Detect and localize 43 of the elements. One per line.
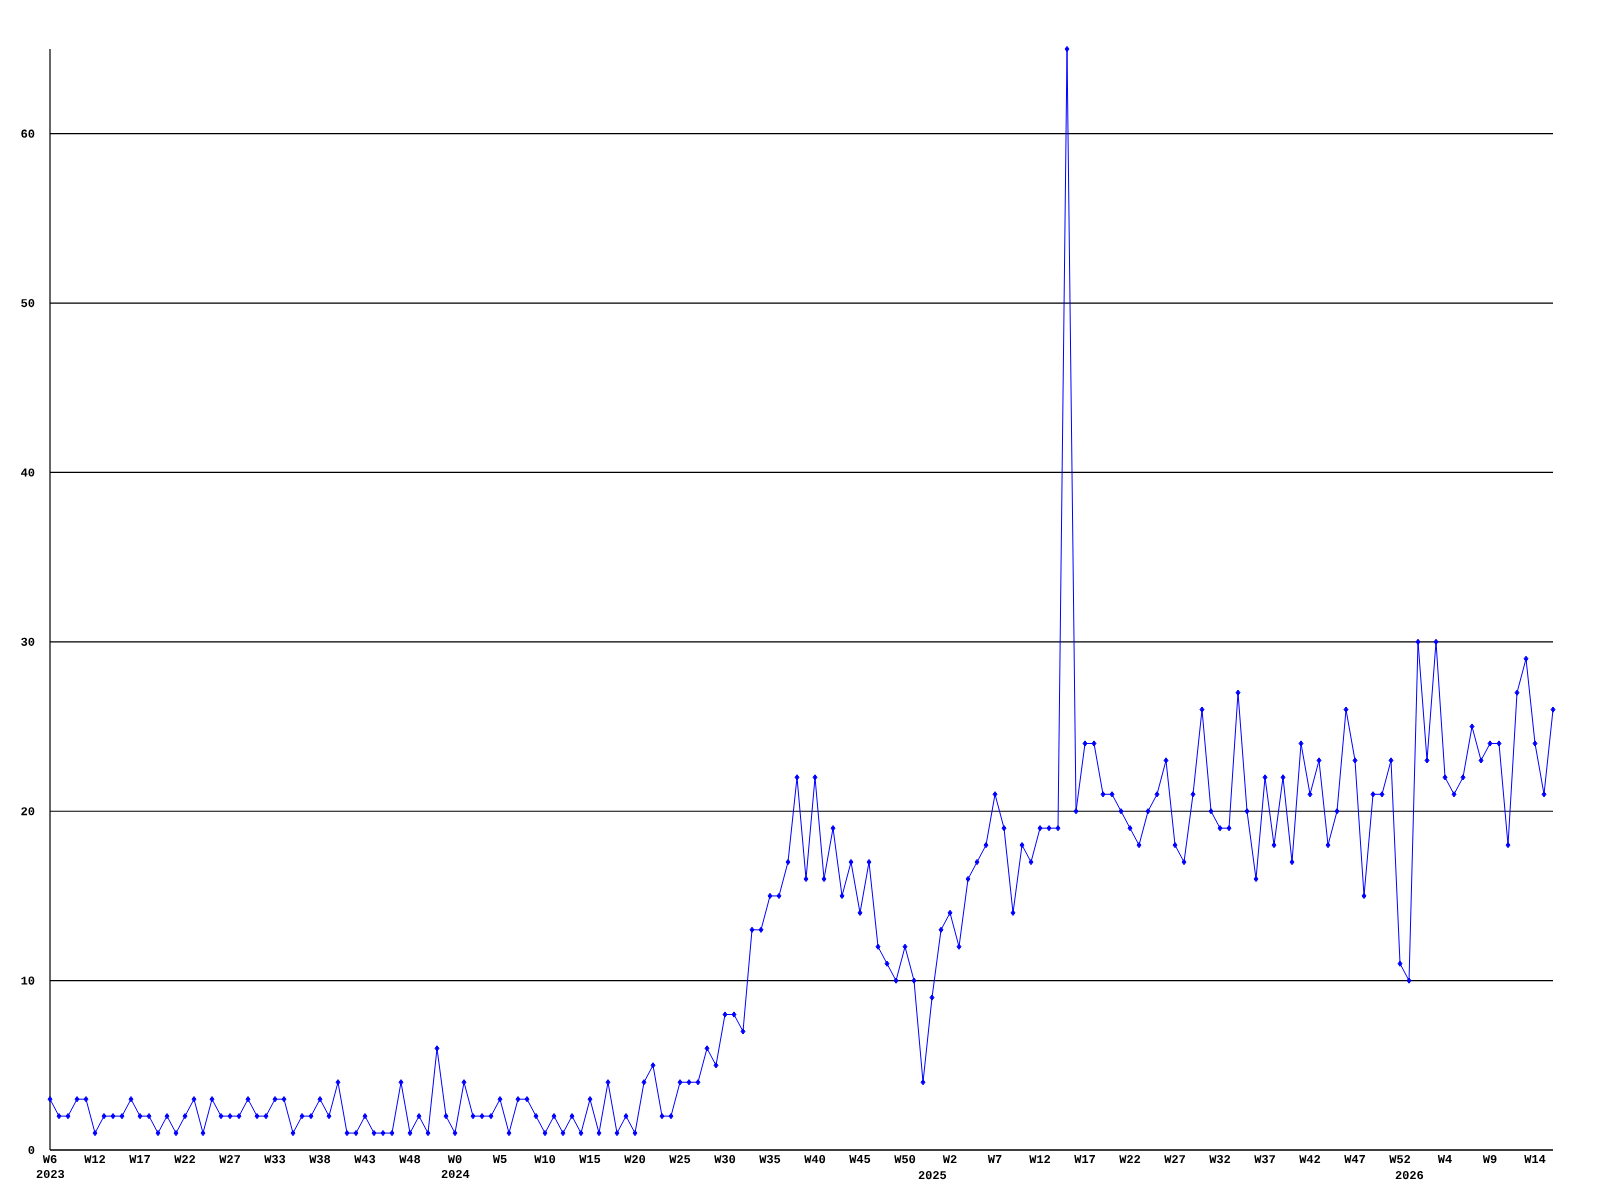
x-tick-label: W20 [624,1155,646,1164]
y-tick-label: 40 [21,468,35,477]
x-tick-label: W40 [804,1155,826,1164]
x-tick-label: W47 [1344,1155,1365,1163]
x-tick-label: W48 [399,1155,421,1164]
x-tick-label: W43 [354,1155,376,1164]
x-tick-label: W42 [1299,1155,1321,1164]
y-tick-label: 0 [28,1145,35,1155]
x-tick-label: W22 [1119,1155,1141,1164]
x-tick-label: W38 [309,1155,331,1164]
x-tick-label: W17 [129,1155,150,1163]
x-tick-label: W0 2024 [441,1155,470,1179]
x-tick-label: W4 [1437,1155,1452,1163]
x-tick-label: W14 [1524,1155,1546,1163]
x-tick-label: W10 [534,1155,556,1164]
x-tick-label: W7 [987,1155,1002,1163]
y-tick-label: 60 [21,129,35,138]
x-tick-label: W35 [759,1155,781,1164]
y-tick-label: 10 [21,976,35,985]
x-tick-label: W33 [264,1155,286,1164]
x-tick-label: W52 [1389,1155,1411,1164]
x-tick-label: W27 [1164,1155,1185,1164]
x-tick-label: W2 [942,1155,957,1164]
x-tick-label: W9 [1482,1155,1497,1164]
x-tick-label: W45 [849,1155,871,1164]
x-tick-label: W6 2023 [36,1155,65,1179]
x-tick-label: W37 [1254,1155,1275,1164]
y-tick-label: 30 [21,637,35,646]
x-tick-label: 2025 [918,1171,947,1180]
x-tick-label: W22 [174,1155,196,1164]
y-tick-label: 50 [21,299,35,308]
x-tick-label: W12 [84,1155,106,1164]
x-tick-label: W27 [219,1155,240,1164]
x-tick-label: W32 [1209,1155,1231,1164]
x-tick-label: W12 [1029,1155,1051,1164]
x-tick-label: W15 [579,1155,601,1164]
x-tick-label: W50 [894,1155,916,1164]
y-tick-label: 20 [21,807,35,816]
x-tick-label: W25 [669,1155,691,1164]
x-tick-label: W17 [1074,1155,1095,1163]
x-tick-label: W30 [714,1155,736,1164]
x-tick-label: W5 [492,1155,507,1164]
x-tick-label: 2026 [1395,1171,1424,1180]
